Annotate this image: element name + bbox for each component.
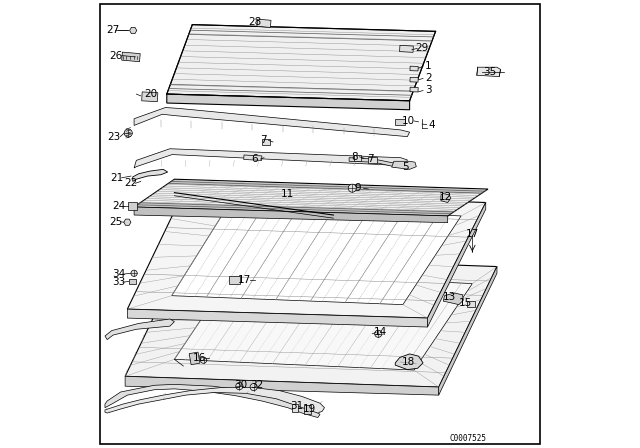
Text: 5: 5 — [402, 162, 408, 172]
Circle shape — [250, 383, 257, 391]
Polygon shape — [428, 202, 486, 327]
Text: 8: 8 — [351, 152, 358, 162]
Polygon shape — [304, 405, 311, 414]
Text: 7: 7 — [367, 154, 374, 164]
Polygon shape — [124, 219, 131, 225]
Polygon shape — [127, 193, 486, 318]
Circle shape — [124, 129, 132, 137]
Polygon shape — [443, 293, 463, 305]
Polygon shape — [129, 279, 136, 284]
Text: 10: 10 — [402, 116, 415, 126]
Polygon shape — [467, 301, 476, 307]
Text: 16: 16 — [193, 353, 207, 363]
Polygon shape — [134, 179, 488, 216]
Text: 27: 27 — [106, 26, 120, 35]
Text: 25: 25 — [109, 217, 122, 227]
Text: 4: 4 — [429, 120, 435, 129]
Text: 3: 3 — [425, 86, 432, 95]
Polygon shape — [105, 388, 324, 413]
Polygon shape — [105, 384, 320, 418]
Text: 23: 23 — [108, 132, 120, 142]
Polygon shape — [172, 206, 461, 305]
Text: 26: 26 — [109, 51, 123, 60]
Text: 20: 20 — [144, 89, 157, 99]
Text: 24: 24 — [113, 201, 126, 211]
Circle shape — [348, 184, 356, 192]
Polygon shape — [349, 158, 396, 167]
Text: 35: 35 — [484, 67, 497, 77]
Polygon shape — [134, 149, 407, 168]
Text: 2: 2 — [425, 73, 432, 83]
Text: 11: 11 — [281, 189, 294, 199]
Polygon shape — [439, 267, 497, 395]
Text: 14: 14 — [374, 327, 387, 337]
Text: 12: 12 — [439, 192, 452, 202]
Polygon shape — [141, 92, 158, 102]
Text: 1: 1 — [425, 61, 432, 71]
Polygon shape — [257, 19, 271, 27]
Text: 19: 19 — [303, 404, 316, 414]
Text: 30: 30 — [234, 380, 247, 390]
Polygon shape — [167, 94, 410, 110]
Text: 17: 17 — [466, 229, 479, 239]
Polygon shape — [127, 309, 428, 327]
Text: 29: 29 — [415, 43, 429, 53]
Polygon shape — [410, 87, 418, 92]
Polygon shape — [262, 139, 270, 145]
Text: 28: 28 — [248, 17, 262, 26]
Polygon shape — [477, 67, 500, 77]
Text: 6: 6 — [252, 154, 259, 164]
Text: 7: 7 — [260, 135, 266, 145]
Polygon shape — [392, 161, 417, 169]
Polygon shape — [395, 119, 404, 125]
Polygon shape — [167, 25, 436, 101]
Text: 9: 9 — [355, 183, 362, 193]
Polygon shape — [292, 404, 298, 412]
Polygon shape — [134, 207, 448, 223]
Text: 33: 33 — [112, 277, 125, 287]
Circle shape — [236, 383, 243, 390]
Polygon shape — [122, 52, 140, 62]
Circle shape — [131, 270, 137, 276]
Text: 32: 32 — [251, 380, 264, 390]
Circle shape — [374, 330, 382, 337]
Text: 17: 17 — [238, 275, 252, 285]
Text: 15: 15 — [459, 298, 472, 308]
Polygon shape — [399, 45, 413, 52]
Circle shape — [200, 357, 207, 363]
Polygon shape — [174, 272, 472, 370]
Polygon shape — [410, 78, 418, 82]
Polygon shape — [134, 108, 410, 137]
Text: 31: 31 — [290, 401, 303, 411]
Polygon shape — [132, 169, 168, 181]
Polygon shape — [353, 155, 361, 161]
Polygon shape — [441, 194, 451, 202]
Text: 22: 22 — [124, 178, 138, 188]
Text: 21: 21 — [111, 173, 124, 183]
Polygon shape — [244, 155, 262, 160]
Polygon shape — [396, 354, 423, 370]
Polygon shape — [369, 157, 378, 163]
Text: C0007525: C0007525 — [449, 434, 486, 443]
Polygon shape — [410, 66, 418, 71]
Polygon shape — [130, 27, 137, 34]
Polygon shape — [128, 202, 137, 210]
Text: 18: 18 — [402, 357, 415, 366]
Polygon shape — [229, 276, 241, 284]
Text: 13: 13 — [444, 292, 456, 302]
Polygon shape — [189, 352, 200, 365]
Polygon shape — [105, 319, 174, 340]
Polygon shape — [125, 376, 439, 395]
Polygon shape — [125, 255, 497, 387]
Text: 34: 34 — [112, 269, 125, 279]
